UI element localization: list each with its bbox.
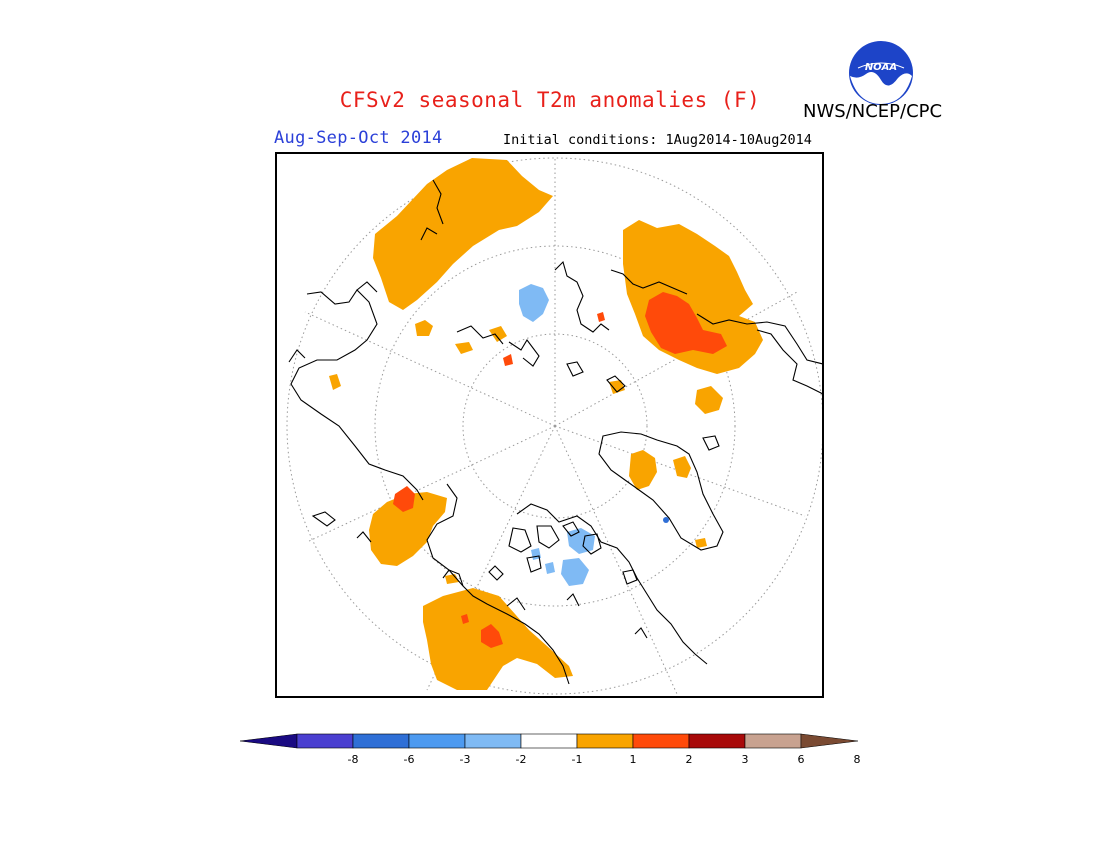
anomaly-alaska-core (393, 486, 415, 512)
color-scale-bar (239, 733, 859, 749)
colorbar-tick-label: -8 (347, 753, 359, 766)
colorbar-tick-label: -2 (515, 753, 527, 766)
anomaly-great-basin-core (481, 624, 503, 648)
colorbar-segment (688, 733, 746, 749)
colorbar-tick-label: 8 (853, 753, 861, 766)
polar-map (275, 152, 824, 698)
colorbar-segments (296, 733, 802, 749)
anomaly-europe (373, 158, 553, 310)
anomaly-nw-russia (519, 284, 549, 322)
colorbar-tick-label: 3 (741, 753, 749, 766)
colorbar-segment (408, 733, 466, 749)
colorbar-tick-label: 2 (685, 753, 693, 766)
colorbar-tick-label: 6 (797, 753, 805, 766)
anomaly-canada-arctic (567, 528, 595, 554)
anomaly-siberia (623, 220, 763, 374)
forecast-period: Aug-Sep-Oct 2014 (274, 128, 443, 148)
map-graticule (286, 157, 822, 695)
colorbar-segment (464, 733, 522, 749)
colorbar-high-arrow (800, 733, 859, 749)
colorbar-tick-label: -1 (571, 753, 583, 766)
colorbar-segment (296, 733, 354, 749)
anomaly-shading (329, 158, 763, 690)
anomaly-greenland (629, 450, 657, 490)
colorbar-segment (576, 733, 634, 749)
noaa-logo-text: NOAA (865, 62, 897, 73)
colorbar-low-arrow (239, 733, 298, 749)
anomaly-alaska (369, 492, 447, 566)
colorbar-tick-label: -3 (459, 753, 471, 766)
colorbar-tick-label: -6 (403, 753, 415, 766)
anomaly-siberia-core (645, 292, 727, 354)
colorbar-segment (632, 733, 690, 749)
coastlines (288, 179, 822, 685)
colorbar-segment (520, 733, 578, 749)
initial-conditions: Initial conditions: 1Aug2014-10Aug2014 (503, 132, 812, 148)
noaa-logo: NOAA (849, 41, 913, 105)
colorbar-segment (744, 733, 802, 749)
chart-title: CFSv2 seasonal T2m anomalies (F) (339, 88, 761, 112)
colorbar-tick-label: 1 (629, 753, 637, 766)
colorbar-segment (352, 733, 410, 749)
organization-label: NWS/NCEP/CPC (803, 101, 943, 122)
